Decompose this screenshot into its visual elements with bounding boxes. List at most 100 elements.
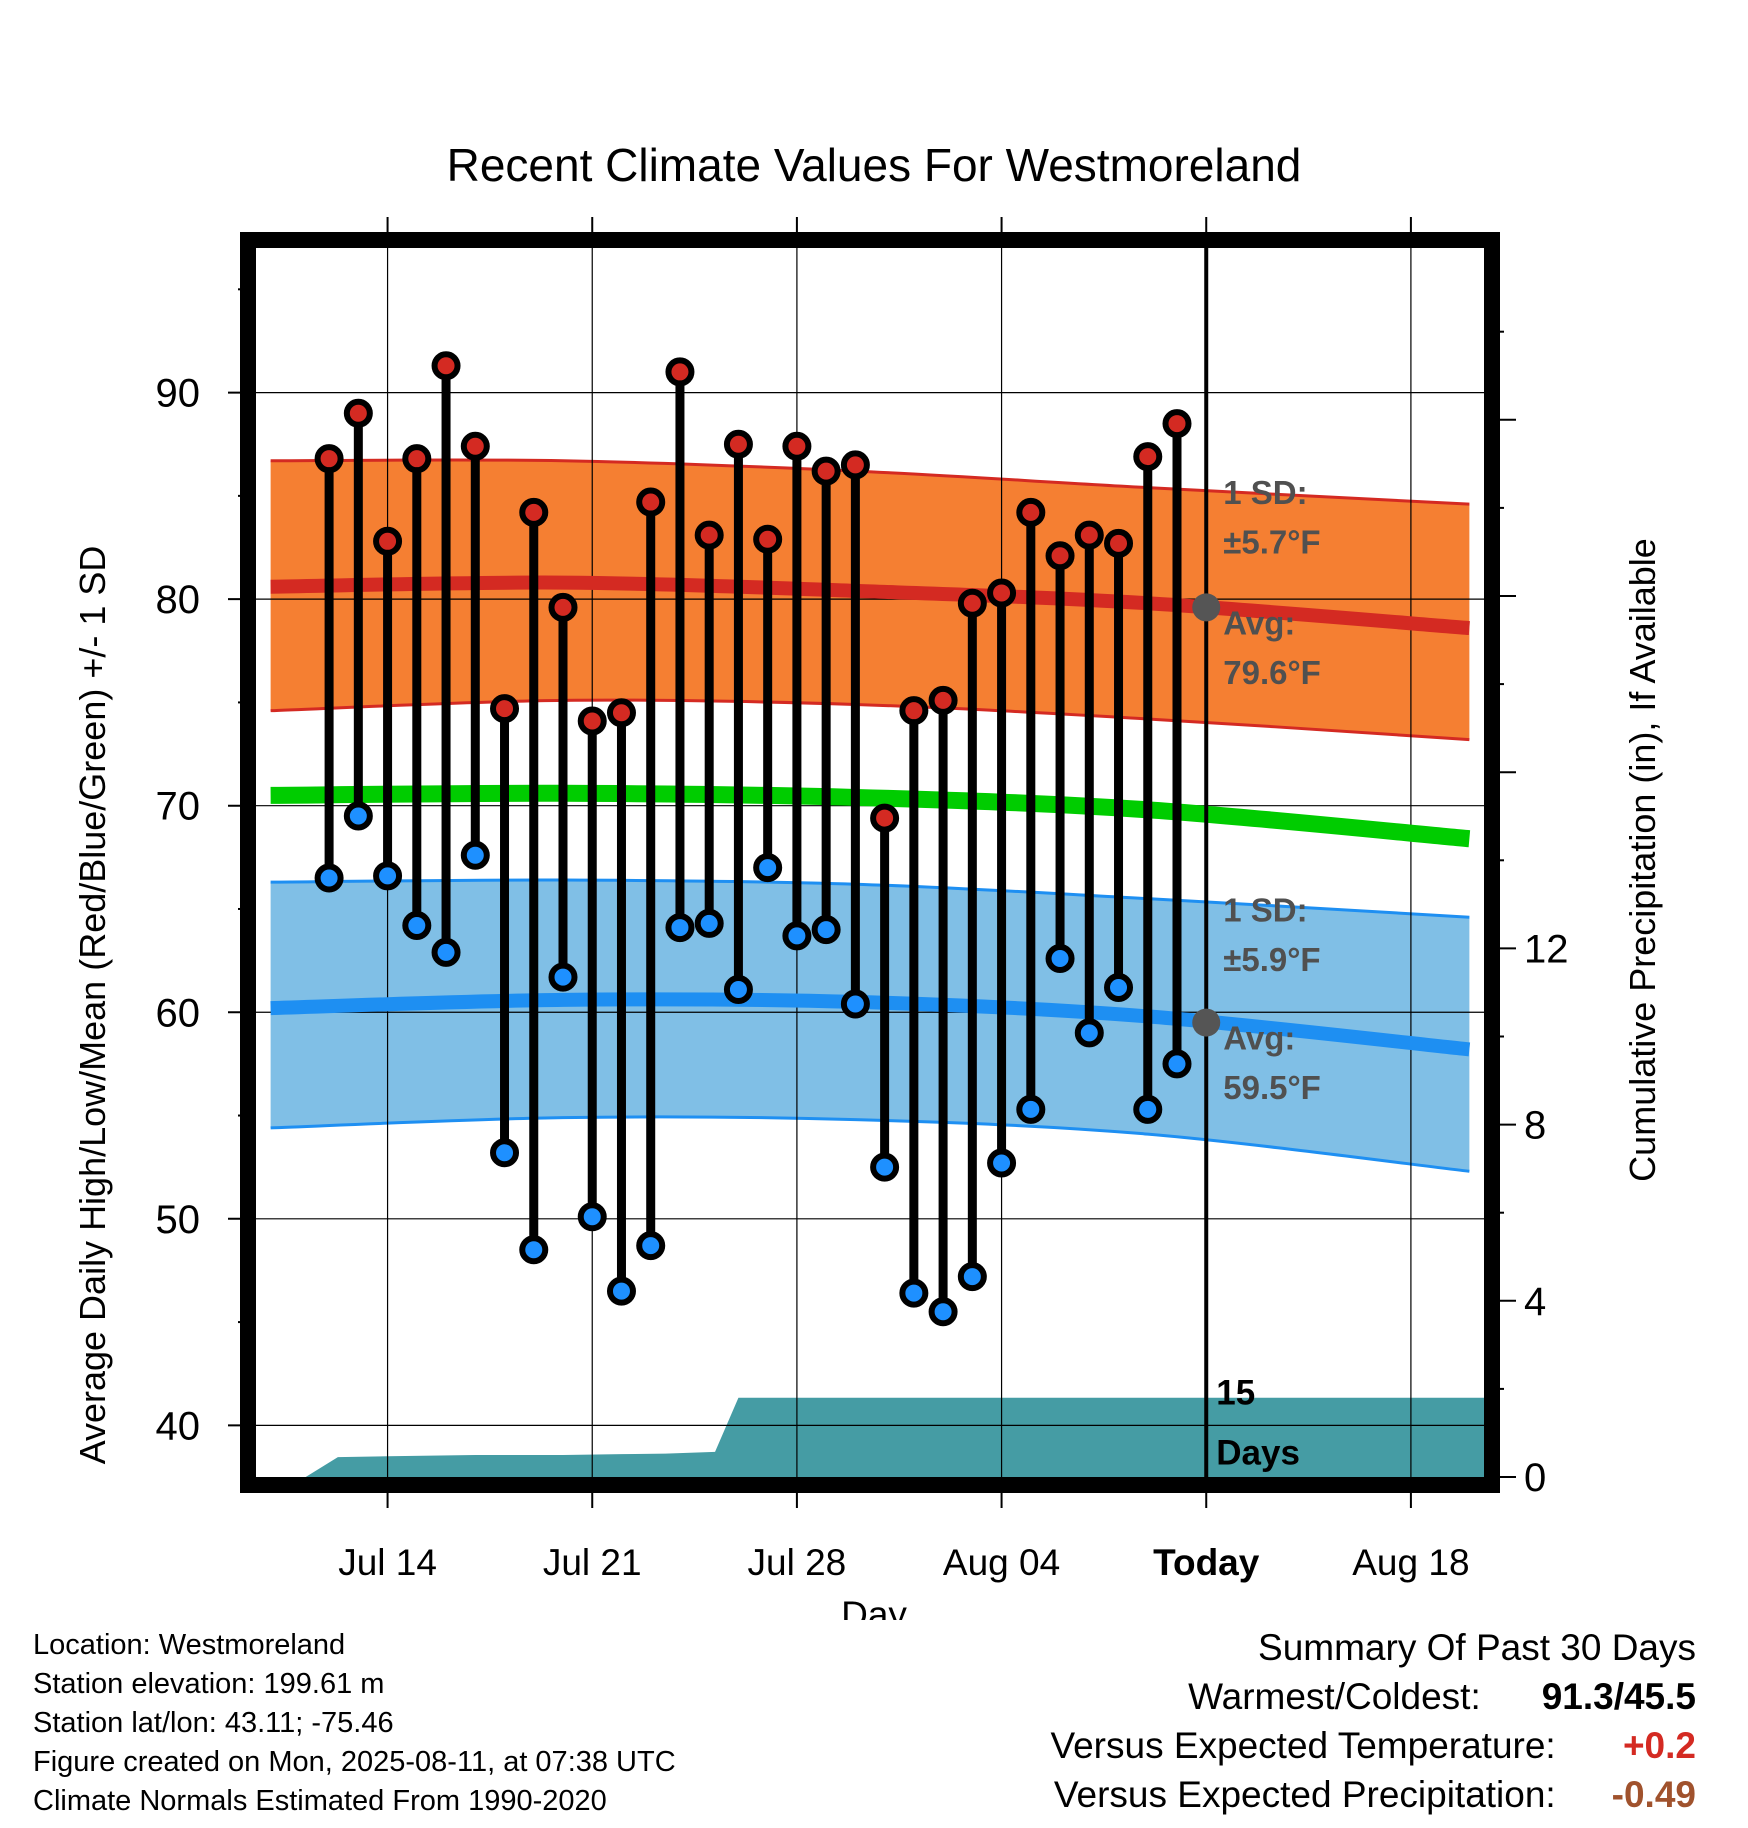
daily-low-point (1074, 1018, 1104, 1048)
daily-low-point (928, 1297, 958, 1327)
daily-low-point (1133, 1094, 1163, 1124)
x-tick-label-today: Today (1153, 1542, 1260, 1583)
high-sd-label: 1 SD: (1223, 474, 1307, 511)
daily-low-point (1162, 1049, 1192, 1079)
daily-low-point (1016, 1094, 1046, 1124)
summary-panel: Summary Of Past 30 Days Warmest/Coldest:… (1050, 1623, 1696, 1819)
daily-high-point (402, 444, 432, 474)
daily-high-point (636, 487, 666, 517)
y2-tick-label-12: 12 (1524, 927, 1569, 971)
daily-low-point (343, 801, 373, 831)
x-tick-label-aug-04: Aug 04 (943, 1542, 1060, 1583)
daily-high-point (519, 497, 549, 527)
daily-high-point (987, 578, 1017, 608)
daily-low-point (899, 1278, 929, 1308)
daily-high-point (811, 456, 841, 486)
daily-low-point (782, 921, 812, 951)
daily-low-point (373, 861, 403, 891)
summary-precip-row: Versus Expected Precipitation: -0.49 (1050, 1770, 1696, 1819)
x-axis-label: Day (841, 1594, 907, 1620)
daily-low-point (1045, 944, 1075, 974)
days-count-label: 15 (1216, 1374, 1255, 1413)
daily-high-point (899, 696, 929, 726)
y-tick-label-70: 70 (156, 785, 201, 829)
days-label: Days (1216, 1434, 1300, 1473)
daily-high-point (928, 685, 958, 715)
y-axis-label-right: Cumulative Precipitation (in), If Availa… (1622, 538, 1663, 1182)
daily-high-point (606, 698, 636, 728)
y-tick-label-60: 60 (156, 991, 201, 1035)
plot-frame (240, 232, 1500, 1493)
summary-temp-row: Versus Expected Temperature: +0.2 (1050, 1721, 1696, 1770)
climate-chart: Recent Climate Values For Westmoreland 1… (72, 139, 1663, 1620)
elevation-text: Station elevation: 199.61 m (33, 1668, 385, 1700)
temp-anomaly-value: +0.2 (1622, 1725, 1696, 1766)
latlon-text: Station lat/lon: 43.11; -75.46 (33, 1707, 394, 1739)
daily-high-point (870, 803, 900, 833)
high-avg-value: 79.6°F (1223, 654, 1321, 691)
daily-high-point (1045, 541, 1075, 571)
x-tick-label-aug-18: Aug 18 (1352, 1542, 1469, 1583)
daily-low-point (1104, 972, 1134, 1002)
y2-tick-label-0: 0 (1524, 1456, 1546, 1500)
daily-low-point (490, 1138, 520, 1168)
daily-high-point (753, 524, 783, 554)
low-band-lower-edge (270, 1115, 1470, 1173)
location-text: Location: Westmoreland (33, 1629, 346, 1661)
normals-text: Climate Normals Estimated From 1990-2020 (33, 1785, 607, 1817)
low-sd-label: 1 SD: (1223, 891, 1307, 928)
daily-low-point (460, 840, 490, 870)
high-sd-value: ±5.7°F (1223, 524, 1320, 561)
y-tick-label-90: 90 (156, 372, 201, 416)
x-tick-label-jul-21: Jul 21 (543, 1542, 642, 1583)
daily-high-point (957, 588, 987, 618)
precip-label: Versus Expected Precipitation: (1053, 1774, 1556, 1815)
daily-low-point (753, 853, 783, 883)
daily-low-point (431, 937, 461, 967)
daily-high-point (314, 444, 344, 474)
warmest-value: 91.3/45.5 (1541, 1676, 1696, 1717)
y2-tick-label-4: 4 (1524, 1280, 1546, 1324)
daily-low-point (548, 962, 578, 992)
daily-low-point (870, 1152, 900, 1182)
daily-high-point (431, 351, 461, 381)
daily-high-point (1016, 497, 1046, 527)
daily-low-point (314, 863, 344, 893)
daily-high-point (694, 520, 724, 550)
x-tick-label-jul-14: Jul 14 (338, 1542, 437, 1583)
y-axis-label-left: Average Daily High/Low/Mean (Red/Blue/Gr… (72, 546, 113, 1465)
daily-high-point (1162, 409, 1192, 439)
low-avg-label: Avg: (1223, 1019, 1295, 1056)
today-high-avg-marker (1192, 593, 1221, 622)
daily-high-point (723, 429, 753, 459)
station-info: Location: Westmoreland Station elevation… (33, 1626, 676, 1821)
daily-high-point (548, 592, 578, 622)
daily-low-point (694, 908, 724, 938)
x-tick-label-jul-28: Jul 28 (748, 1542, 847, 1583)
daily-high-point (1074, 520, 1104, 550)
daily-low-point (840, 989, 870, 1019)
low-sd-value: ±5.9°F (1223, 941, 1320, 978)
plot-area: 1 SD: ±5.7°F Avg: 79.6°F 1 SD: ±5.9°F Avg: 59.5… (156, 217, 1569, 1583)
created-text: Figure created on Mon, 2025-08-11, at 07… (33, 1746, 676, 1778)
daily-high-point (343, 398, 373, 428)
summary-warmest-row: Warmest/Coldest: 91.3/45.5 (1050, 1672, 1696, 1721)
daily-low-point (957, 1262, 987, 1292)
daily-high-point (782, 431, 812, 461)
summary-title: Summary Of Past 30 Days (1258, 1627, 1696, 1668)
daily-low-point (723, 975, 753, 1005)
warmest-label: Warmest/Coldest: (1188, 1676, 1481, 1717)
daily-low-point (987, 1148, 1017, 1178)
daily-high-point (460, 431, 490, 461)
precip-anomaly-value: -0.49 (1611, 1774, 1696, 1815)
y-tick-label-40: 40 (156, 1404, 201, 1448)
daily-low-point (665, 913, 695, 943)
high-sd-band (270, 459, 1470, 740)
precip-area (305, 1397, 1484, 1477)
daily-low-point (402, 910, 432, 940)
daily-high-point (1133, 442, 1163, 472)
daily-low-point (811, 915, 841, 945)
daily-high-point (577, 706, 607, 736)
y-tick-label-50: 50 (156, 1198, 201, 1242)
y2-tick-label-8: 8 (1524, 1104, 1546, 1148)
